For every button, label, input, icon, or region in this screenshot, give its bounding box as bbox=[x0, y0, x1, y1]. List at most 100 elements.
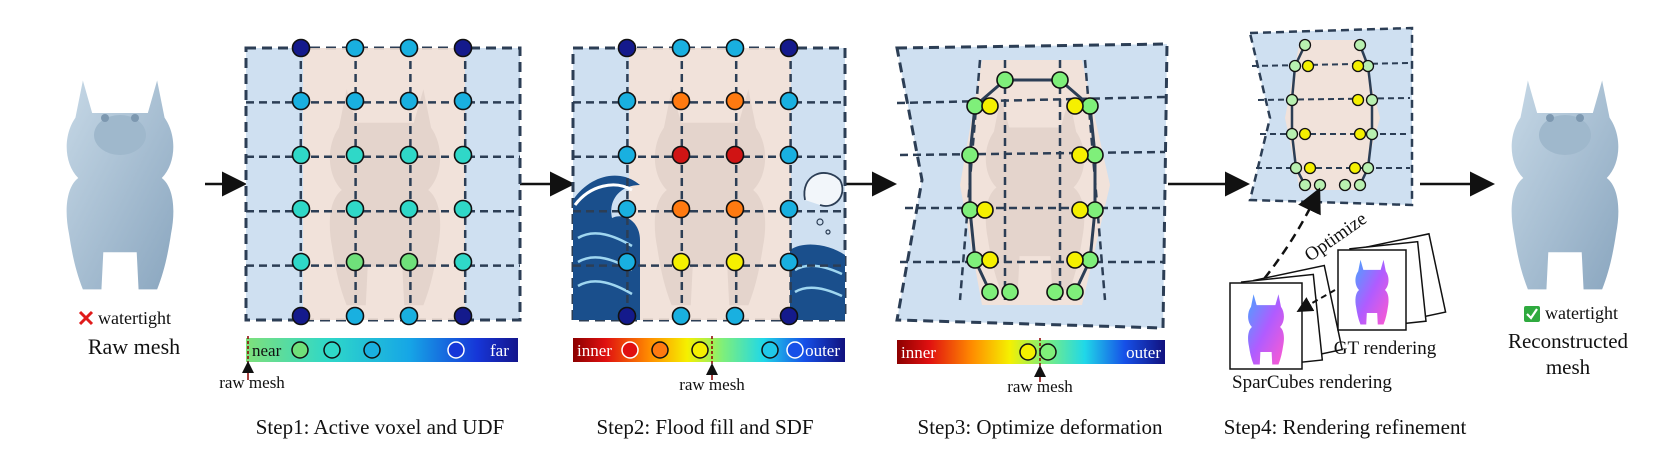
step1-raw-mesh-marker: raw mesh bbox=[219, 361, 285, 392]
voxel-node bbox=[453, 91, 473, 111]
vertex-node bbox=[1301, 59, 1315, 73]
voxel-node bbox=[725, 38, 745, 58]
voxel-node bbox=[453, 38, 473, 58]
step1-title: Step1: Active voxel and UDF bbox=[256, 415, 504, 439]
voxel-node bbox=[345, 38, 365, 58]
raw-mesh-caption: Raw mesh bbox=[88, 334, 180, 359]
voxel-node bbox=[725, 199, 745, 219]
reconstructed-mesh-model bbox=[1511, 80, 1619, 290]
step3-title: Step3: Optimize deformation bbox=[918, 415, 1163, 439]
step3-raw-mesh-marker: raw mesh bbox=[1007, 365, 1073, 396]
checkmark-icon bbox=[1524, 306, 1540, 322]
vertex-node bbox=[961, 201, 979, 219]
step3-grid bbox=[896, 59, 1166, 301]
vertex-node bbox=[1365, 127, 1379, 141]
voxel-node bbox=[345, 199, 365, 219]
vertex-node bbox=[1071, 146, 1089, 164]
voxel-node bbox=[617, 306, 637, 326]
voxel-node bbox=[345, 306, 365, 326]
step4-title: Step4: Rendering refinement bbox=[1224, 415, 1467, 439]
compare-arrow bbox=[1296, 289, 1336, 312]
step2-panel bbox=[571, 38, 847, 326]
vertex-node bbox=[976, 201, 994, 219]
vertex-node bbox=[966, 97, 984, 115]
voxel-node bbox=[617, 91, 637, 111]
voxel-node bbox=[345, 91, 365, 111]
voxel-node bbox=[779, 252, 799, 272]
step2-inner-label: inner bbox=[577, 341, 612, 360]
step3-inner-label: inner bbox=[901, 343, 936, 362]
vertex-node bbox=[961, 146, 979, 164]
gt-rendering-cards bbox=[1337, 232, 1447, 331]
sparcubes-rendering-label: SparCubes rendering bbox=[1232, 372, 1392, 393]
vertex-node bbox=[1285, 93, 1299, 107]
vertex-node bbox=[1338, 178, 1352, 192]
raw-mesh-status: watertight bbox=[98, 308, 171, 328]
voxel-node bbox=[345, 145, 365, 165]
voxel-node bbox=[399, 252, 419, 272]
voxel-node bbox=[671, 91, 691, 111]
voxel-node bbox=[617, 252, 637, 272]
voxel-node bbox=[617, 199, 637, 219]
vertex-node bbox=[996, 71, 1014, 89]
step3-outer-label: outer bbox=[1126, 343, 1161, 362]
vertex-node bbox=[1351, 59, 1365, 73]
voxel-node bbox=[291, 145, 311, 165]
wave-right-icon bbox=[790, 172, 845, 320]
voxel-node bbox=[453, 252, 473, 272]
voxel-node bbox=[671, 306, 691, 326]
step2-raw-mesh-marker: raw mesh bbox=[679, 363, 745, 394]
voxel-node bbox=[725, 91, 745, 111]
vertex-node bbox=[966, 251, 984, 269]
vertex-node bbox=[1066, 251, 1084, 269]
step4-panel bbox=[1248, 26, 1414, 207]
vertex-node bbox=[981, 251, 999, 269]
step3-panel bbox=[895, 42, 1169, 330]
voxel-node bbox=[779, 306, 799, 326]
step2-voxel-nodes bbox=[617, 38, 799, 326]
vertex-node bbox=[1285, 127, 1299, 141]
vertex-node bbox=[1046, 283, 1064, 301]
raw-mesh-model bbox=[66, 80, 174, 290]
voxel-node bbox=[345, 252, 365, 272]
vertex-node bbox=[1353, 127, 1367, 141]
vertex-node bbox=[1051, 71, 1069, 89]
vertex-node bbox=[1086, 201, 1104, 219]
voxel-node bbox=[725, 145, 745, 165]
voxel-node bbox=[453, 306, 473, 326]
voxel-node bbox=[291, 38, 311, 58]
reconstructed-caption-line1: Reconstructed bbox=[1508, 329, 1629, 353]
svg-text:raw mesh: raw mesh bbox=[679, 375, 745, 394]
voxel-node bbox=[779, 38, 799, 58]
vertex-node bbox=[1298, 38, 1312, 52]
vertex-node bbox=[981, 283, 999, 301]
vertex-node bbox=[1071, 201, 1089, 219]
gt-rendering-label: GT rendering bbox=[1334, 338, 1437, 359]
step3-vertex-nodes bbox=[961, 71, 1104, 301]
step2-outer-label: outer bbox=[805, 341, 840, 360]
voxel-node bbox=[453, 145, 473, 165]
svg-text:raw mesh: raw mesh bbox=[1007, 377, 1073, 396]
vertex-node bbox=[1365, 93, 1379, 107]
reconstructed-caption-line2: mesh bbox=[1546, 355, 1591, 379]
step4-vertex-nodes bbox=[1285, 38, 1379, 192]
voxel-node bbox=[399, 91, 419, 111]
step1-far-label: far bbox=[490, 341, 509, 360]
vertex-node bbox=[1353, 178, 1367, 192]
voxel-node bbox=[291, 306, 311, 326]
step1-voxel-nodes bbox=[291, 38, 473, 326]
vertex-node bbox=[1313, 178, 1327, 192]
reconstructed-status: watertight bbox=[1545, 303, 1618, 323]
voxel-node bbox=[725, 252, 745, 272]
voxel-node bbox=[779, 145, 799, 165]
sparcubes-rendering-cards bbox=[1229, 264, 1344, 370]
voxel-node bbox=[671, 199, 691, 219]
vertex-node bbox=[1348, 161, 1362, 175]
cross-icon bbox=[78, 310, 94, 326]
step1-colorbar: near far bbox=[246, 336, 518, 364]
step1-panel bbox=[244, 38, 522, 326]
step2-colorbar: inner outer bbox=[573, 336, 845, 364]
vertex-node bbox=[1351, 93, 1365, 107]
voxel-node bbox=[617, 38, 637, 58]
vertex-node bbox=[1288, 59, 1302, 73]
